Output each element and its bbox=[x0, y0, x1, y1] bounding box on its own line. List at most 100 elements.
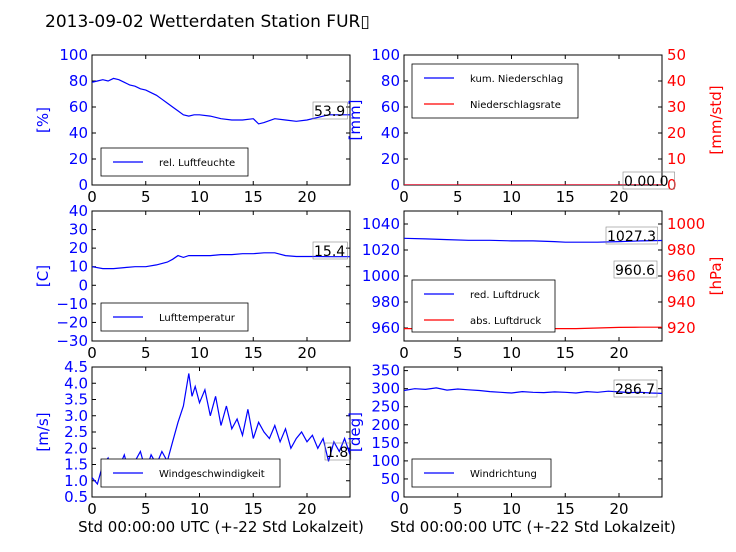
y-tick-label: 20 bbox=[69, 239, 88, 257]
axes-frame bbox=[91, 54, 351, 186]
y-tick-label: 0 bbox=[78, 176, 88, 194]
y-tick-label: 20 bbox=[69, 150, 88, 168]
panel-temperature: 0 5 10 15 20−30−20−10010203040[C]Lufttempera… bbox=[34, 202, 351, 362]
value-annotation: 53.9 bbox=[314, 104, 345, 120]
y-tick-label: 3.0 bbox=[64, 407, 88, 425]
x-tick-label: 0 bbox=[399, 188, 409, 206]
y-tick-label: 980 bbox=[371, 293, 400, 311]
y-axis-label: [m/s] bbox=[34, 412, 52, 451]
panel-wind: 0 5 10 15 20 0.51.01.52.02.53.03.54.04.5 [m/s]… bbox=[34, 358, 352, 518]
x-tick-label: 20 bbox=[609, 344, 628, 362]
x-tick-label: 0 bbox=[399, 344, 409, 362]
y-tick-label: 0.5 bbox=[64, 488, 88, 506]
y-axis-label-right: [hPa] bbox=[707, 257, 725, 296]
series-line-lufttemperatur bbox=[92, 252, 350, 270]
panel-precip: 0 5 10 15 20 0 20 40 60 80 100 0 10 20 30 40 50 [mm] [mm/s… bbox=[346, 46, 725, 206]
x-tick-label: 0 bbox=[87, 344, 97, 362]
x-tick-label: 5 bbox=[453, 500, 463, 518]
x-tick-label: 15 bbox=[244, 188, 263, 206]
x-tick-label: 10 bbox=[502, 500, 521, 518]
y-tick-label: 40 bbox=[69, 202, 88, 220]
x-tick-label: 20 bbox=[297, 344, 316, 362]
y-tick-label: 100 bbox=[59, 46, 88, 64]
panel-humidity: 0 5 10 15 20 0 20 40 60 80 100 [%] rel. Luftfeuchte 5… bbox=[34, 46, 351, 206]
y-tick-label: 0 bbox=[78, 276, 88, 294]
x-tick-label: 0 bbox=[87, 500, 97, 518]
y-tick-label-right: 40 bbox=[667, 72, 686, 90]
panel-winddir: 0 5 10 15 20050100150200250300350[deg]Windri… bbox=[346, 362, 663, 518]
legend-label: red. Luftdruck bbox=[470, 290, 540, 301]
x-tick-label: 5 bbox=[453, 188, 463, 206]
y-tick-label: 60 bbox=[69, 98, 88, 116]
x-tick-label: 15 bbox=[556, 188, 575, 206]
y-tick-label: −10 bbox=[56, 295, 88, 313]
x-tick-label: 0 bbox=[399, 500, 409, 518]
x-tick-label: 20 bbox=[609, 188, 628, 206]
y-tick-label: 20 bbox=[381, 150, 400, 168]
value-annotation-box bbox=[605, 226, 658, 245]
figure-title: 2013-09-02 Wetterdaten Station FUR▯ bbox=[45, 12, 370, 32]
y-tick-label: 30 bbox=[69, 221, 88, 239]
x-tick-label: 20 bbox=[297, 188, 316, 206]
y-tick-label: −30 bbox=[56, 332, 88, 350]
value-annotation-box bbox=[324, 442, 352, 461]
x-tick-label: 15 bbox=[244, 500, 263, 518]
legend-label: Lufttemperatur bbox=[159, 313, 236, 324]
legend-label: Windgeschwindigkeit bbox=[159, 469, 265, 480]
y-tick-label: 4.0 bbox=[64, 374, 88, 392]
value-annotation: 286.7 bbox=[615, 382, 655, 398]
x-tick-label: 10 bbox=[502, 188, 521, 206]
y-axis-label: [C] bbox=[34, 265, 52, 287]
y-tick-label: 10 bbox=[69, 258, 88, 276]
x-tick-label: 0 bbox=[87, 188, 97, 206]
y-tick-label: 80 bbox=[381, 72, 400, 90]
value-annotation-box bbox=[622, 171, 675, 190]
y-tick-label: 1.5 bbox=[64, 456, 88, 474]
panel-pressure: 0 5 10 15 20 960 980 1000 1020 1040 920 940 960 980 10… bbox=[362, 210, 725, 362]
y-tick-label-right: 0 bbox=[667, 176, 677, 194]
y-axis-label: [deg] bbox=[346, 412, 364, 452]
x-tick-label: 5 bbox=[141, 188, 151, 206]
y-tick-label: 0 bbox=[390, 176, 400, 194]
y-tick-label-right: 1000 bbox=[667, 215, 705, 233]
x-tick-label: 5 bbox=[141, 344, 151, 362]
legend-label: kum. Niederschlag bbox=[470, 74, 563, 85]
y-tick-label: 80 bbox=[69, 72, 88, 90]
y-tick-label: −20 bbox=[56, 313, 88, 331]
y-tick-label: 350 bbox=[371, 362, 400, 380]
y-tick-label: 4.5 bbox=[64, 358, 88, 376]
x-tick-label: 10 bbox=[190, 344, 209, 362]
series-line-rel-luftfeuchte bbox=[92, 77, 350, 125]
y-tick-label: 150 bbox=[371, 434, 400, 452]
value-annotation-box bbox=[613, 260, 658, 279]
y-tick-label: 1040 bbox=[362, 215, 400, 233]
value-annotation: 1.8 bbox=[326, 445, 348, 461]
x-tick-label: 10 bbox=[190, 188, 209, 206]
y-tick-label-right: 920 bbox=[667, 319, 696, 337]
y-tick-label: 40 bbox=[381, 124, 400, 142]
y-tick-label: 1000 bbox=[362, 267, 400, 285]
value-annotation-box bbox=[613, 379, 658, 398]
y-axis-label: [mm] bbox=[346, 100, 364, 141]
value-annotation: 15.4 bbox=[314, 244, 345, 260]
y-tick-label-right: 30 bbox=[667, 98, 686, 116]
value-annotation-box bbox=[312, 241, 348, 260]
y-tick-label: 250 bbox=[371, 398, 400, 416]
y-tick-label: 300 bbox=[371, 380, 400, 398]
value-annotation: 0.00.0 bbox=[624, 174, 669, 190]
y-tick-label: 1.0 bbox=[64, 472, 88, 490]
y-tick-label-right: 940 bbox=[667, 293, 696, 311]
axes-frame bbox=[403, 366, 663, 498]
y-tick-label-right: 10 bbox=[667, 150, 686, 168]
y-tick-label: 0 bbox=[390, 488, 400, 506]
x-tick-label: 15 bbox=[244, 344, 263, 362]
value-annotation: 960.6 bbox=[615, 263, 655, 279]
x-axis-label-left: Std 00:00:00 UTC (+-22 Std Lokalzeit) bbox=[78, 518, 364, 536]
y-tick-label-right: 980 bbox=[667, 241, 696, 259]
x-tick-label: 5 bbox=[453, 344, 463, 362]
y-axis-label-right: [mm/std] bbox=[707, 85, 725, 154]
y-tick-label: 1020 bbox=[362, 241, 400, 259]
legend-label: Niederschlagsrate bbox=[470, 100, 561, 111]
y-tick-label: 100 bbox=[371, 452, 400, 470]
